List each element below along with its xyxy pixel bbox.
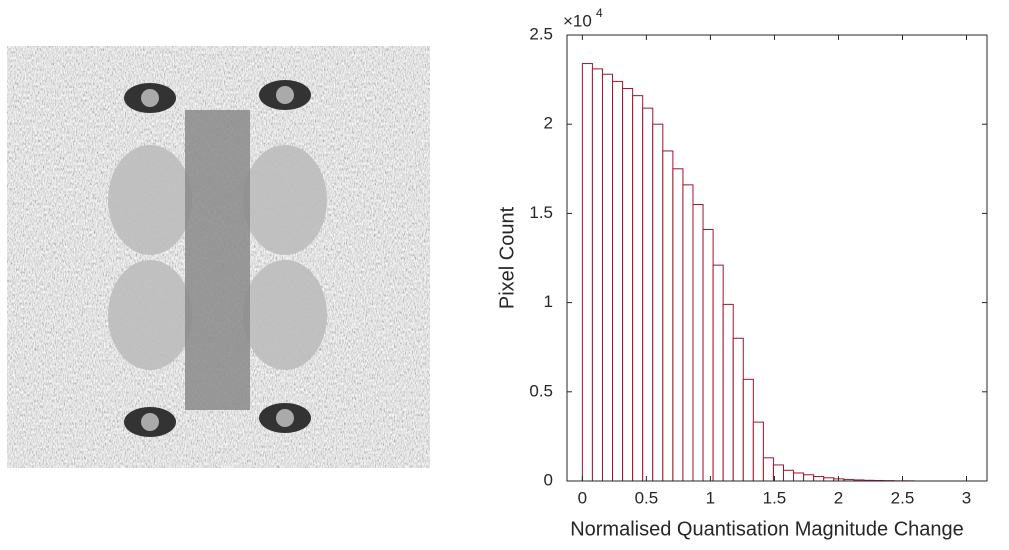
y-tick-label: 1	[544, 292, 553, 311]
axes-box	[566, 34, 988, 482]
bar	[652, 123, 664, 482]
bar	[632, 95, 644, 482]
bar	[772, 464, 785, 482]
bar	[752, 421, 764, 482]
bar	[672, 168, 684, 482]
y-tick-label: 0.5	[529, 381, 553, 400]
bar	[591, 68, 603, 482]
x-tick-label: 0.5	[635, 488, 659, 507]
bar	[581, 63, 593, 482]
image	[7, 46, 430, 468]
bar	[642, 107, 654, 482]
bar	[783, 469, 795, 482]
bar	[702, 228, 714, 482]
x-axis-label: Normalised Quantisation Magnitude Change	[570, 518, 964, 540]
bar	[762, 457, 774, 482]
bar	[712, 264, 724, 482]
bar	[692, 203, 704, 482]
y-multiplier: ×10	[563, 11, 592, 30]
bar	[803, 474, 815, 482]
y-tick-label: 2	[544, 114, 553, 133]
x-tick-label: 0	[578, 488, 587, 507]
bar	[612, 80, 624, 482]
bar	[793, 472, 805, 482]
bar	[682, 184, 694, 482]
x-tick-label: 3	[962, 488, 971, 507]
bar	[722, 303, 734, 482]
y-multiplier-power: 4	[596, 6, 603, 20]
bar	[622, 88, 634, 482]
bar	[732, 337, 744, 482]
bar	[601, 73, 614, 482]
y-tick-label: 1.5	[529, 203, 553, 222]
x-tick-label: 1.5	[763, 488, 787, 507]
bar	[742, 378, 754, 482]
y-tick-label: 0	[544, 470, 553, 489]
y-axis-label: Pixel Count	[496, 206, 518, 309]
x-tick-label: 2	[834, 488, 843, 507]
x-tick-label: 1	[706, 488, 715, 507]
bar	[662, 150, 674, 482]
x-tick-label: 2.5	[891, 488, 915, 507]
bar	[813, 476, 825, 482]
y-tick-label: 2.5	[529, 24, 553, 43]
